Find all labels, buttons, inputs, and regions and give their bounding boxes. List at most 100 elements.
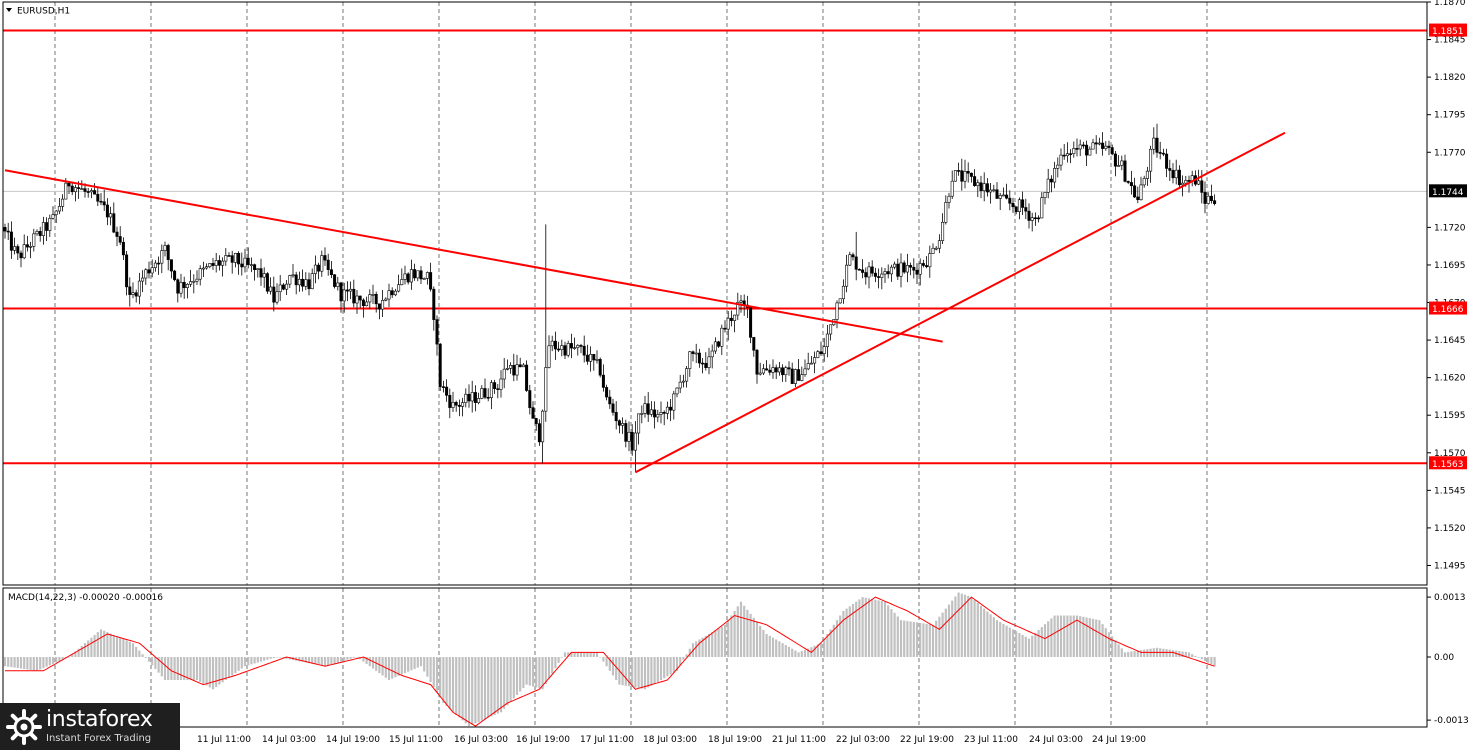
- candle-body: [163, 245, 167, 251]
- time-axis-label: 11 Jul 11:00: [197, 735, 251, 745]
- macd-histogram-bar: [176, 657, 179, 681]
- candle-body: [617, 420, 621, 426]
- candle-body: [909, 265, 913, 268]
- macd-histogram-bar: [736, 606, 739, 657]
- candle-body: [182, 282, 186, 289]
- candle-body: [1037, 217, 1041, 220]
- candle-body: [105, 204, 109, 218]
- macd-histogram-bar: [1056, 615, 1059, 657]
- macd-histogram-bar: [864, 597, 867, 657]
- macd-histogram-bar: [490, 657, 493, 717]
- macd-histogram-bar: [896, 616, 899, 657]
- macd-histogram-bar: [240, 657, 243, 669]
- macd-histogram-bar: [624, 657, 627, 686]
- price-axis-label: 1.1720: [1434, 223, 1466, 233]
- candle-body: [397, 284, 401, 292]
- candle-body: [54, 210, 58, 215]
- current-price-tag-bg: [1429, 184, 1467, 198]
- candle-body: [1155, 137, 1159, 153]
- macd-histogram-bar: [410, 657, 413, 671]
- macd-histogram-bar: [1130, 651, 1133, 657]
- candle-body: [659, 411, 663, 415]
- candle-body: [1161, 152, 1165, 155]
- macd-histogram-bar: [112, 634, 115, 657]
- macd-histogram-bar: [7, 657, 10, 667]
- candle-body: [1197, 180, 1201, 185]
- macd-histogram-bar: [791, 648, 794, 657]
- macd-histogram-bar: [695, 641, 698, 657]
- macd-histogram-bar: [627, 657, 631, 687]
- candle-body: [992, 189, 996, 192]
- candle-body: [841, 285, 845, 300]
- candle-body: [653, 409, 657, 418]
- candle-body: [1094, 142, 1098, 145]
- candle-body: [931, 247, 935, 254]
- candle-body: [726, 317, 730, 330]
- candle-body: [723, 327, 727, 330]
- macd-histogram-bar: [371, 657, 375, 669]
- macd-histogram-bar: [880, 601, 883, 657]
- macd-histogram-bar: [480, 657, 483, 721]
- macd-histogram-bar: [557, 657, 560, 663]
- macd-histogram-bar: [259, 657, 263, 662]
- macd-histogram-bar: [503, 657, 506, 709]
- candle-body: [985, 183, 989, 193]
- macd-histogram-bar: [839, 615, 842, 657]
- candle-body: [509, 365, 513, 369]
- macd-histogram-bar: [576, 652, 579, 657]
- candle-body: [1126, 181, 1130, 183]
- candle-body: [473, 392, 477, 403]
- candle-body: [1081, 144, 1085, 147]
- macd-histogram-bar: [992, 617, 995, 657]
- macd-histogram-bar: [672, 657, 675, 673]
- candle-body: [230, 255, 234, 263]
- candle-body: [502, 368, 506, 380]
- macd-histogram-bar: [794, 650, 797, 657]
- macd-histogram-bar: [1123, 652, 1127, 657]
- macd-histogram-bar: [1021, 634, 1024, 657]
- candle-body: [147, 269, 151, 274]
- candle-body: [1040, 197, 1044, 219]
- candle-body: [1024, 207, 1028, 212]
- candle-body: [291, 274, 295, 277]
- candle-body: [573, 347, 577, 349]
- candle-body: [185, 283, 189, 289]
- trendline: [4, 169, 943, 343]
- macd-panel: [3, 592, 1216, 727]
- macd-histogram-bar: [535, 657, 538, 688]
- candle-body: [515, 364, 519, 376]
- time-axis-label: 23 Jul 11:00: [964, 735, 1018, 745]
- macd-histogram-bar: [583, 652, 586, 657]
- candle-body: [752, 337, 756, 351]
- candle-body: [998, 195, 1002, 199]
- macd-histogram-bar: [119, 637, 122, 657]
- candle-body: [1200, 180, 1204, 193]
- candle-body: [662, 411, 666, 414]
- candle-body: [787, 367, 791, 370]
- candle-body: [403, 273, 407, 280]
- candle-body: [681, 380, 685, 383]
- candle-body: [893, 263, 897, 268]
- price-axis-label: 1.1845: [1434, 36, 1466, 46]
- macd-histogram-bar: [883, 601, 887, 657]
- macd-histogram-bar: [1143, 649, 1146, 657]
- macd-histogram-bar: [720, 626, 723, 657]
- candle-body: [125, 254, 129, 288]
- macd-histogram-bar: [682, 657, 685, 660]
- candle-body: [861, 269, 865, 273]
- candle-body: [646, 403, 650, 415]
- price-axis-label: 1.1870: [1434, 0, 1466, 8]
- candle-body: [1097, 142, 1101, 145]
- candle-body: [115, 231, 119, 237]
- candle-body: [467, 393, 471, 402]
- candle-body: [902, 262, 906, 273]
- candle-body: [240, 263, 244, 268]
- candle-body: [518, 364, 522, 368]
- macd-histogram-bar: [16, 657, 19, 669]
- macd-histogram-bar: [925, 623, 928, 657]
- candle-body: [672, 393, 676, 411]
- candle-body: [160, 250, 164, 264]
- macd-histogram-bar: [224, 657, 227, 681]
- candle-body: [979, 182, 983, 191]
- symbol-menu-icon[interactable]: [6, 8, 12, 12]
